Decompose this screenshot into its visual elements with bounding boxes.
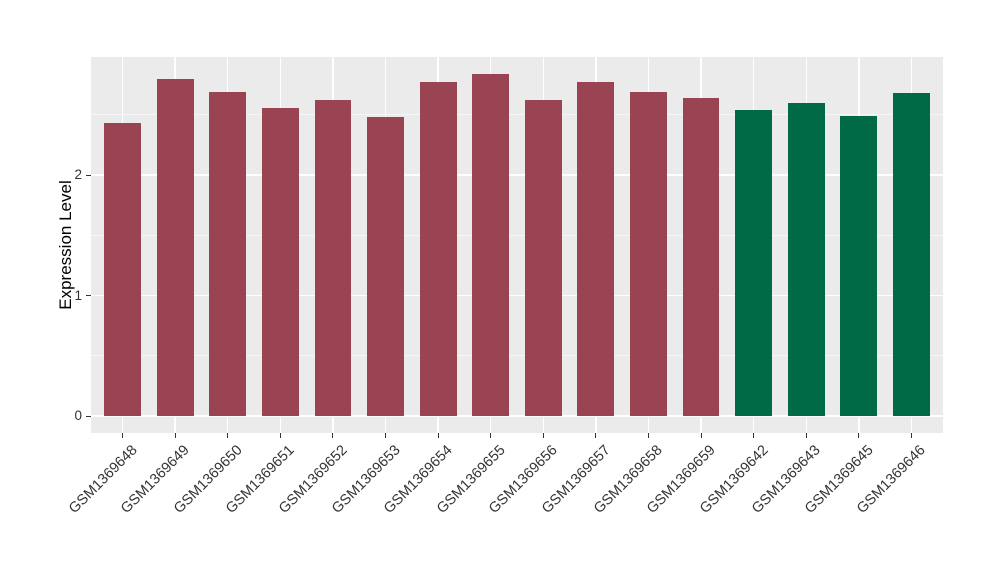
bar-GSM1369645 (840, 116, 878, 417)
gridline-minor-y-2.5 (91, 114, 943, 116)
bar-GSM1369643 (787, 102, 825, 417)
bar-GSM1369658 (630, 91, 667, 417)
bar-GSM1369646 (893, 93, 930, 417)
bar-GSM1369656 (524, 100, 562, 417)
bar-GSM1369654 (419, 82, 457, 417)
gridline-minor-y-1.5 (91, 234, 943, 236)
x-tick-mark-GSM1369654 (437, 433, 439, 438)
x-tick-mark-GSM1369646 (910, 433, 912, 438)
x-tick-mark-GSM1369649 (174, 433, 176, 438)
x-tick-mark-GSM1369648 (122, 433, 124, 438)
bar-GSM1369653 (367, 117, 404, 417)
x-tick-mark-GSM1369657 (595, 433, 597, 438)
gridline-major-y-2 (91, 174, 943, 176)
x-tick-mark-GSM1369645 (858, 433, 860, 438)
x-tick-mark-GSM1369655 (490, 433, 492, 438)
x-tick-mark-GSM1369643 (805, 433, 807, 438)
y-tick-mark-1 (86, 295, 91, 297)
y-tick-mark-0 (86, 415, 91, 417)
bar-GSM1369648 (104, 123, 141, 417)
x-tick-mark-GSM1369658 (647, 433, 649, 438)
x-tick-mark-GSM1369651 (279, 433, 281, 438)
x-tick-mark-GSM1369653 (385, 433, 387, 438)
y-tick-mark-2 (86, 174, 91, 176)
y-tick-label-1: 1 (74, 287, 82, 303)
plot-panel (91, 57, 943, 433)
bar-GSM1369642 (735, 110, 773, 417)
x-tick-mark-GSM1369659 (700, 433, 702, 438)
gridline-major-y-1 (91, 294, 943, 297)
bar-GSM1369650 (209, 91, 247, 417)
x-tick-mark-GSM1369650 (227, 433, 229, 438)
gridline-minor-y-0.5 (91, 355, 943, 357)
x-tick-mark-GSM1369652 (332, 433, 334, 438)
bar-GSM1369651 (261, 107, 299, 417)
bar-GSM1369649 (156, 78, 194, 417)
gridline-major-y-0 (91, 415, 943, 417)
x-tick-mark-GSM1369642 (753, 433, 755, 438)
bar-GSM1369659 (682, 97, 720, 417)
bar-GSM1369657 (577, 82, 615, 417)
y-tick-label-2: 2 (74, 167, 82, 183)
x-tick-mark-GSM1369656 (542, 433, 544, 438)
bar-GSM1369652 (314, 100, 352, 417)
bar-GSM1369655 (472, 73, 510, 417)
y-tick-label-0: 0 (74, 408, 82, 424)
